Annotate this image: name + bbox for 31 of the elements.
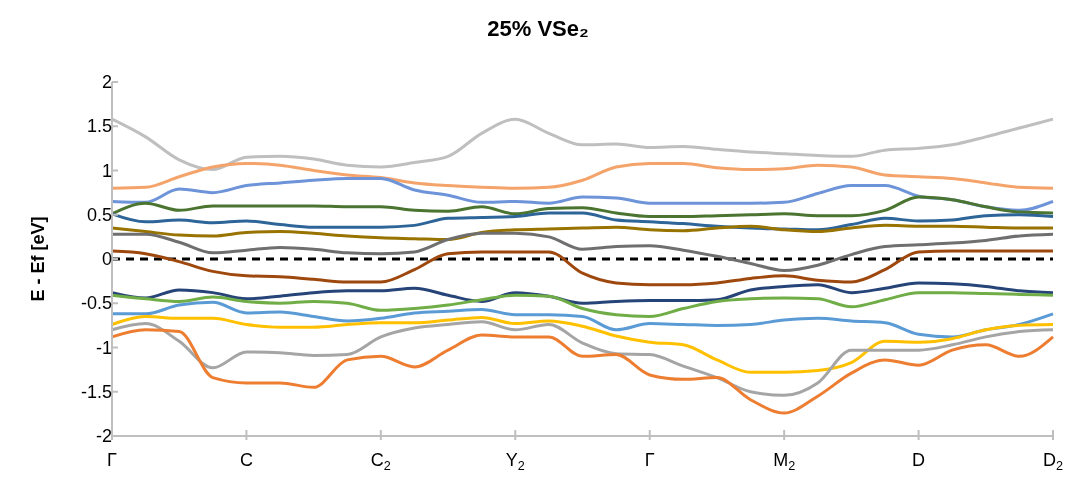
y-tick-label: 1.5 bbox=[86, 116, 112, 137]
y-axis-title: E - Ef [eV] bbox=[28, 216, 49, 302]
x-tick-label: C$_{2}$ bbox=[370, 450, 391, 473]
line-series bbox=[110, 315, 1055, 374]
line-series bbox=[110, 291, 1055, 319]
line-series bbox=[110, 195, 1055, 219]
x-tick-label: Γ bbox=[644, 450, 655, 470]
chart-title: 25% VSe₂ bbox=[486, 16, 590, 42]
line-series bbox=[110, 223, 1055, 242]
line-series bbox=[110, 161, 1055, 190]
line-series bbox=[110, 281, 1055, 305]
line-series bbox=[110, 249, 1055, 287]
line-series bbox=[110, 320, 1055, 397]
x-tick-label: D bbox=[912, 450, 926, 470]
x-tick-label: D$_{2}$ bbox=[1042, 450, 1064, 473]
y-tick-label: 0.5 bbox=[86, 204, 112, 225]
y-tick-label: 0 bbox=[101, 249, 112, 269]
line-series bbox=[110, 328, 1055, 415]
y-tick-label: -1.5 bbox=[80, 381, 112, 402]
y-tick-label: 1 bbox=[101, 160, 112, 181]
x-tick-label: M$_{2}$ bbox=[773, 450, 796, 473]
x-tick-label: Γ bbox=[107, 450, 118, 470]
y-tick-label: -2 bbox=[95, 426, 112, 446]
line-series bbox=[110, 300, 1055, 339]
y-tick-label: -0.5 bbox=[80, 293, 112, 314]
x-tick-label: C bbox=[239, 450, 253, 470]
line-series bbox=[110, 231, 1055, 273]
line-series bbox=[110, 211, 1055, 232]
y-tick-label: -1 bbox=[95, 337, 112, 358]
y-tick-label: 2 bbox=[101, 72, 112, 92]
x-tick-label: Y$_{2}$ bbox=[505, 450, 525, 473]
